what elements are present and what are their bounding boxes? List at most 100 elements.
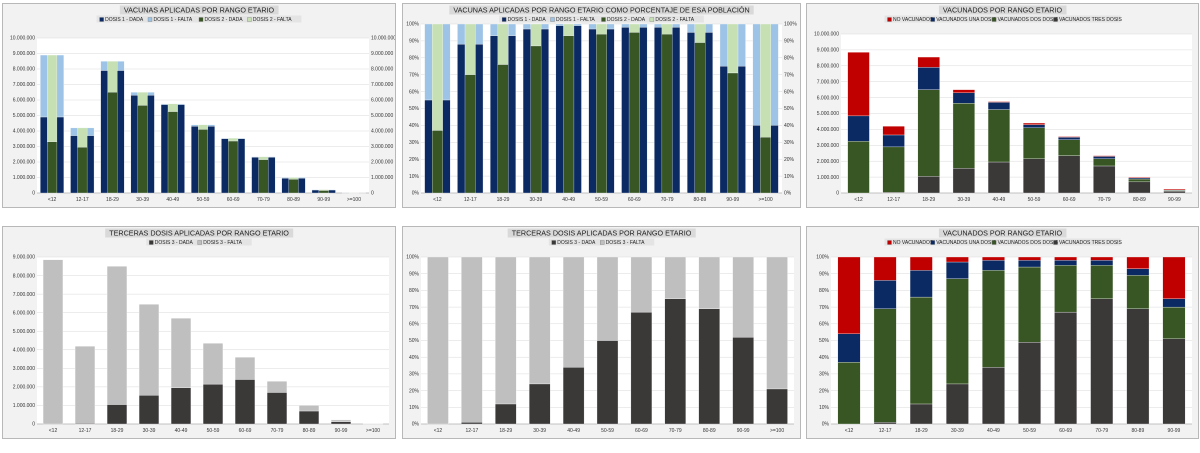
bar-dosis-3-falta [298,405,320,412]
legend-label-dosis-3-falta: DOSIS 3 - FALTA [606,240,645,246]
bar-dosis-2-dada [228,140,239,194]
bar-vacunados-una-dosis [982,260,1005,271]
x-tick-label: 18-29 [497,197,510,203]
x-tick-label: 40-49 [166,197,179,203]
y2-tick-label: 6.000.000 [371,98,393,104]
bar-dosis-2-falta [137,92,148,106]
chart-title: TERCERAS DOSIS APLICADAS POR RANGO ETARI… [512,229,692,238]
chart-title: VACUNADOS POR RANGO ETARIO [943,229,1063,238]
y-tick-label: 3.000.000 [13,366,35,372]
chart-legend: DOSIS 1 - DADA DOSIS 1 - FALTA DOSIS 2 - D… [96,15,302,23]
x-tick-label: 50-59 [1028,197,1041,203]
y-tick-label: 20% [819,388,830,394]
bar-dosis-3-falta [266,381,288,393]
bar-vacunados-tres-dosis [917,176,940,194]
bar-dosis-3-dada [529,383,551,425]
chart-title-bg [507,228,696,238]
bar-dosis-3-falta [732,256,754,338]
x-tick-label: 60-69 [239,428,252,434]
bar-vacunados-dos-dosis [946,278,969,385]
legend-swatch-no-vacunados [887,240,892,245]
x-tick-label: 70-79 [669,428,682,434]
x-tick-label: >=100 [758,197,772,203]
bar-vacunados-dos-dosis [1023,127,1046,159]
bar-no-vacunados [909,256,933,271]
chart-title-bg [938,5,1067,15]
x-tick-label: <12 [854,197,863,203]
y2-tick-label: 30% [784,140,795,146]
x-tick-label: 18-29 [922,197,935,203]
bar-dosis-3-falta [461,256,483,423]
x-tick-label: <12 [845,428,854,434]
bar-vacunados-tres-dosis [982,367,1005,425]
bar-no-vacunados [987,101,1010,103]
legend-swatch-dosis-2-dada [198,17,204,22]
x-tick-label: 50-59 [207,428,220,434]
x-tick-label: 40-49 [567,428,580,434]
bar-dosis-2-falta [760,23,771,138]
y2-tick-label: 4.000.000 [371,129,393,135]
bar-vacunados-dos-dosis [847,141,870,194]
legend-label-dosis-1-falta: DOSIS 1 - FALTA [556,17,595,23]
legend-label-vacunados-dos-dosis: VACUNADOS DOS DOSIS [998,17,1059,23]
y-tick-label: 8.000.000 [817,64,839,70]
bar-dosis-2-dada [464,74,476,194]
bar-dosis-2-dada [497,64,509,194]
y2-tick-label: 60% [784,89,795,95]
y-tick-label: 30% [409,372,420,378]
x-tick-label: 40-49 [175,428,188,434]
y-tick-label: 1.000.000 [13,175,35,181]
y-tick-label: 6.000.000 [13,310,35,316]
y2-tick-label: 7.000.000 [371,82,393,88]
legend-label-dosis-1-dada: DOSIS 1 - DADA [105,17,144,23]
y-tick-label: 40% [409,355,420,361]
x-tick-label: 12-17 [464,197,477,203]
bar-vacunados-tres-dosis [909,403,933,425]
legend-label-dosis-1-falta: DOSIS 1 - FALTA [154,17,193,23]
bar-vacunados-una-dosis [873,280,897,309]
x-tick-label: 70-79 [1095,428,1108,434]
x-tick-label: 70-79 [257,197,270,203]
y-tick-label: 4.000.000 [13,347,35,353]
x-tick-label: 80-89 [694,197,707,203]
y2-tick-label: 70% [784,72,795,78]
y-tick-label: 90% [409,271,420,277]
x-tick-label: 90-99 [1168,197,1181,203]
legend-swatch-dosis-2-dada [601,17,606,22]
bar-dosis-3-falta [698,256,720,309]
bar-dosis-3-falta [766,256,788,390]
y-tick-label: 50% [409,106,420,112]
bar-dosis-2-falta [694,23,706,43]
x-tick-label: 50-59 [197,197,210,203]
y2-tick-label: 10.000.000 [371,36,395,42]
y-tick-label: 70% [409,72,420,78]
bar-dosis-2-falta [167,103,178,112]
x-tick-label: 50-59 [1023,428,1036,434]
bar-vacunados-una-dosis [917,67,940,90]
bar-vacunados-una-dosis [837,333,861,363]
bar-no-vacunados [1128,176,1151,179]
chart-c4: TERCERAS DOSIS APLICADAS POR RANGO ETARI… [13,228,389,434]
bar-vacunados-dos-dosis [952,103,975,169]
y-tick-label: 0 [32,422,35,428]
y-tick-label: 5.000.000 [13,329,35,335]
legend-label-vacunados-una-dosis: VACUNADOS UNA DOSIS [936,240,997,246]
legend-swatch-dosis-1-falta [147,17,153,22]
y2-tick-label: 3.000.000 [371,144,393,150]
y-tick-label: 5.000.000 [817,111,839,117]
bar-vacunados-tres-dosis [987,161,1010,194]
bar-vacunados-tres-dosis [1163,190,1186,194]
bar-vacunados-dos-dosis [987,109,1010,163]
chart-title-bg [119,5,279,15]
legend-swatch-vacunados-una-dosis [930,17,935,22]
y-tick-label: 10.000.000 [814,32,839,38]
y-tick-label: 2.000.000 [817,159,839,165]
legend-label-no-vacunados: NO VACUNADOS [893,17,934,23]
bar-no-vacunados [946,256,969,263]
x-tick-label: 18-29 [499,428,512,434]
x-tick-label: 18-29 [111,428,124,434]
bar-no-vacunados [952,89,975,93]
chart-legend: DOSIS 3 - DADA DOSIS 3 - FALTA [146,238,252,246]
